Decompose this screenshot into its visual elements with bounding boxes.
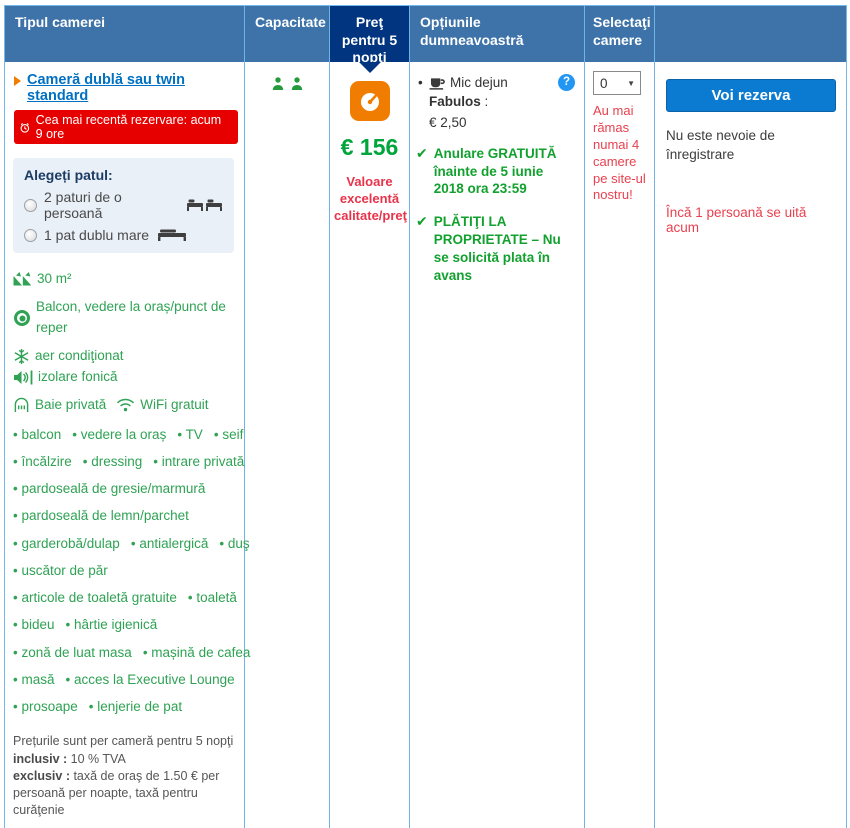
amenity: vedere la oraș <box>72 427 166 442</box>
air-conditioning-text: aer condiţionat <box>35 347 124 363</box>
capacity-cell <box>245 62 330 828</box>
breakfast-rating: Fabulos <box>429 93 481 109</box>
amenity: balcon <box>13 427 61 442</box>
chevron-down-icon: ▼ <box>627 78 635 88</box>
help-icon[interactable]: ? <box>558 74 575 91</box>
header-room-type: Tipul camerei <box>5 6 245 62</box>
wifi-icon <box>117 398 135 412</box>
urgency-message: Încă 1 persoană se uită acum <box>666 204 807 235</box>
soundproof-icon <box>14 370 33 385</box>
bed-option-double-label: 1 pat dublu mare <box>44 227 150 243</box>
room-availability-table: Tipul camerei Capacitate Preţ pentru 5 n… <box>4 5 847 828</box>
view-icon <box>14 309 30 326</box>
header-capacity: Capacitate <box>245 6 330 62</box>
coffee-cup-icon <box>429 78 445 90</box>
recent-booking-text: Cea mai recentă rezervare: acum 9 ore <box>35 113 222 141</box>
expand-arrow-icon <box>14 76 21 86</box>
alarm-clock-icon <box>20 122 30 133</box>
amenity: bideu <box>13 617 55 632</box>
room-size-icon <box>13 272 32 286</box>
checkmark-icon <box>416 213 428 284</box>
amenity: acces la Executive Lounge <box>66 672 235 687</box>
reserve-button[interactable]: Voi rezerva <box>666 79 836 112</box>
private-bathroom-text: Baie privată <box>35 396 107 412</box>
radio-double-bed[interactable] <box>24 228 37 242</box>
amenity: pardoseală de lemn/parchet <box>13 508 189 523</box>
breakfast-price: € 2,50 <box>429 114 467 130</box>
options-cell: Mic dejun Fabulos : ? € 2,50 Anulare GRA… <box>410 62 585 828</box>
view-text: Balcon, vedere la oraș/punct de reper <box>36 298 226 335</box>
bed-option-twin[interactable]: 2 paturi de o persoană <box>24 189 223 221</box>
price-column-pointer <box>359 62 381 73</box>
bed-option-twin-label: 2 paturi de o persoană <box>44 189 122 221</box>
pay-at-property-feature: PLĂTIŢI LA PROPRIETATE – Nu se solicită … <box>416 213 578 284</box>
amenity: antialergică <box>131 536 209 551</box>
room-price: € 156 <box>340 134 399 160</box>
recent-booking-badge: Cea mai recentă rezervare: acum 9 ore <box>14 110 238 144</box>
amenity: mașină de cafea <box>143 645 251 660</box>
amenity: garderobă/dulap <box>13 536 120 551</box>
room-row: Cameră dublă sau twin standard Cea mai r… <box>5 62 846 828</box>
private-bathroom-icon <box>14 397 29 413</box>
bed-choice-box: Alegeți patul: 2 paturi de o persoană 1 … <box>13 158 234 253</box>
value-label: Valoare excelentă calitate/preţ <box>334 174 407 223</box>
amenity: hârtie igienică <box>66 617 158 632</box>
wifi-text: WiFi gratuit <box>140 396 209 412</box>
table-header-row: Tipul camerei Capacitate Preţ pentru 5 n… <box>5 6 846 65</box>
amenities-bullet-list: balcon vedere la oraș TV seif încălzire dres… <box>13 425 250 718</box>
amenity: încălzire <box>13 454 72 469</box>
pay-at-property-text: PLĂTIŢI LA PROPRIETATE – Nu se solicită … <box>433 214 561 283</box>
amenity: seif <box>214 427 244 442</box>
amenity: prosoape <box>13 699 78 714</box>
room-size-text: 30 m² <box>37 271 72 286</box>
soundproof-text: izolare fonică <box>38 368 118 384</box>
air-conditioning-icon <box>14 348 29 364</box>
room-details-cell: Cameră dublă sau twin standard Cea mai r… <box>5 62 250 828</box>
radio-twin-beds[interactable] <box>24 198 37 212</box>
cta-cell: Voi rezerva Nu este nevoie de înregistra… <box>655 62 846 828</box>
price-cell: € 156 Valoare excelentă calitate/preţ <box>330 62 410 828</box>
amenity: intrare privată <box>153 454 244 469</box>
header-options: Opțiunile dumneavoastră <box>410 6 585 62</box>
value-for-money-icon <box>349 81 390 121</box>
bed-option-double[interactable]: 1 pat dublu mare <box>24 227 223 243</box>
header-empty <box>655 6 846 62</box>
room-title-link[interactable]: Cameră dublă sau twin standard <box>27 72 185 104</box>
header-price: Preţ pentru 5 nopţi <box>330 6 410 65</box>
breakfast-option: Mic dejun Fabulos : ? <box>416 74 578 112</box>
free-cancellation-text: Anulare GRATUITĂ înainte de 5 iunie 2018… <box>433 145 557 197</box>
inclusive-text: 10 % TVA <box>67 751 126 766</box>
exclusive-label: exclusiv : <box>13 768 70 783</box>
amenity: uscător de păr <box>13 563 108 578</box>
pricing-note: Prețurile sunt per cameră pentru 5 nopţi… <box>13 733 238 819</box>
amenity: TV <box>177 427 203 442</box>
amenity: pardoseală de gresie/marmură <box>13 481 205 496</box>
amenity: masă <box>13 672 55 687</box>
person-icon <box>272 77 283 90</box>
amenity: duş <box>219 536 249 551</box>
twin-beds-icon <box>187 199 222 211</box>
no-registration-text: Nu este nevoie de înregistrare <box>666 128 775 162</box>
select-rooms-cell: 0 ▼ Au mai rămas numai 4 camere pe site-… <box>585 62 655 828</box>
double-bed-icon <box>158 229 187 241</box>
scarcity-message: Au mai rămas numai 4 camere pe site-ul n… <box>593 103 646 203</box>
breakfast-text: Mic dejun <box>450 75 508 90</box>
amenity: lenjerie de pat <box>89 699 182 714</box>
amenity: articole de toaletă gratuite <box>13 590 177 605</box>
header-select-rooms: Selectaţi camere <box>585 6 655 62</box>
amenity: zonă de luat masa <box>13 645 132 660</box>
checkmark-icon <box>416 145 428 198</box>
pricing-note-line1: Prețurile sunt per cameră pentru 5 nopţi <box>13 734 234 749</box>
breakfast-colon: : <box>480 93 489 109</box>
amenity: dressing <box>83 454 143 469</box>
inclusive-label: inclusiv : <box>13 751 68 766</box>
room-quantity-value: 0 <box>600 75 608 91</box>
bed-choice-label: Alegeți patul: <box>24 167 113 183</box>
room-quantity-select[interactable]: 0 ▼ <box>593 71 641 95</box>
amenity: toaletă <box>188 590 237 605</box>
free-cancellation-feature: Anulare GRATUITĂ înainte de 5 iunie 2018… <box>416 145 578 198</box>
person-icon <box>291 77 302 90</box>
